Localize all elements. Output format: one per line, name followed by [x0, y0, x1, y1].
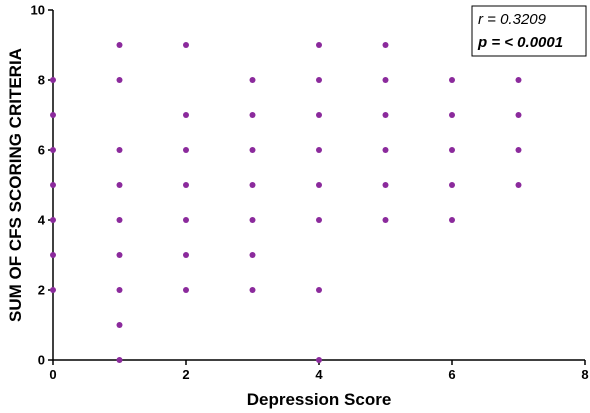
data-point [183, 217, 189, 223]
r-value: r = 0.3209 [478, 11, 547, 28]
y-tick-label: 6 [38, 143, 45, 158]
data-point [50, 182, 56, 188]
data-point [116, 357, 123, 363]
stats-box-border [471, 5, 587, 57]
data-point [50, 217, 56, 223]
data-point [249, 252, 256, 258]
data-point [116, 182, 123, 188]
p-value: p = < 0.0001 [477, 34, 563, 51]
data-point [316, 42, 322, 48]
data-point [382, 42, 389, 48]
data-point [316, 182, 322, 188]
data-point [382, 217, 389, 223]
data-point [183, 252, 189, 258]
data-point [515, 147, 522, 153]
data-point [116, 77, 123, 83]
x-tick-label: 8 [581, 367, 588, 382]
data-point [116, 322, 123, 328]
x-axis-title: Depression Score [247, 390, 392, 409]
y-tick-label: 4 [38, 213, 46, 228]
data-point [449, 112, 455, 118]
data-point [382, 182, 389, 188]
data-point [116, 287, 123, 293]
x-tick-label: 6 [448, 367, 455, 382]
y-axis-ticks: 0 2 4 6 8 10 [31, 3, 53, 368]
data-point [382, 147, 389, 153]
data-point [449, 217, 455, 223]
data-point [515, 182, 522, 188]
data-point [183, 182, 189, 188]
data-point [316, 357, 322, 363]
data-point [316, 217, 322, 223]
data-point [249, 77, 256, 83]
data-point [249, 147, 256, 153]
data-point [116, 42, 123, 48]
data-point [515, 112, 522, 118]
data-point [116, 217, 123, 223]
data-points [50, 42, 522, 363]
data-point [116, 252, 123, 258]
x-tick-label: 2 [182, 367, 189, 382]
data-point [249, 182, 256, 188]
data-point [183, 287, 189, 293]
y-axis-title: SUM OF CFS SCORING CRITERIA [6, 48, 25, 322]
data-point [50, 147, 56, 153]
data-point [50, 287, 56, 293]
data-point [50, 77, 56, 83]
data-point [316, 147, 322, 153]
data-point [183, 42, 189, 48]
y-tick-label: 10 [31, 3, 45, 18]
data-point [50, 112, 56, 118]
data-point [249, 217, 256, 223]
y-tick-label: 0 [38, 353, 45, 368]
x-tick-label: 4 [315, 367, 323, 382]
stats-box: r = 0.3209 p = < 0.0001 [471, 5, 587, 57]
data-point [249, 112, 256, 118]
data-point [116, 147, 123, 153]
x-axis-ticks: 0 2 4 6 8 [49, 360, 589, 382]
data-point [316, 287, 322, 293]
data-point [382, 77, 389, 83]
data-point [316, 112, 322, 118]
data-point [183, 147, 189, 153]
data-point [316, 77, 322, 83]
x-tick-label: 0 [49, 367, 56, 382]
data-point [449, 182, 455, 188]
data-point [449, 77, 455, 83]
data-point [515, 77, 522, 83]
data-point [183, 112, 189, 118]
data-point [50, 252, 56, 258]
data-point [382, 112, 389, 118]
data-point [449, 147, 455, 153]
y-tick-label: 2 [38, 283, 45, 298]
data-point [249, 287, 256, 293]
y-tick-label: 8 [38, 73, 45, 88]
